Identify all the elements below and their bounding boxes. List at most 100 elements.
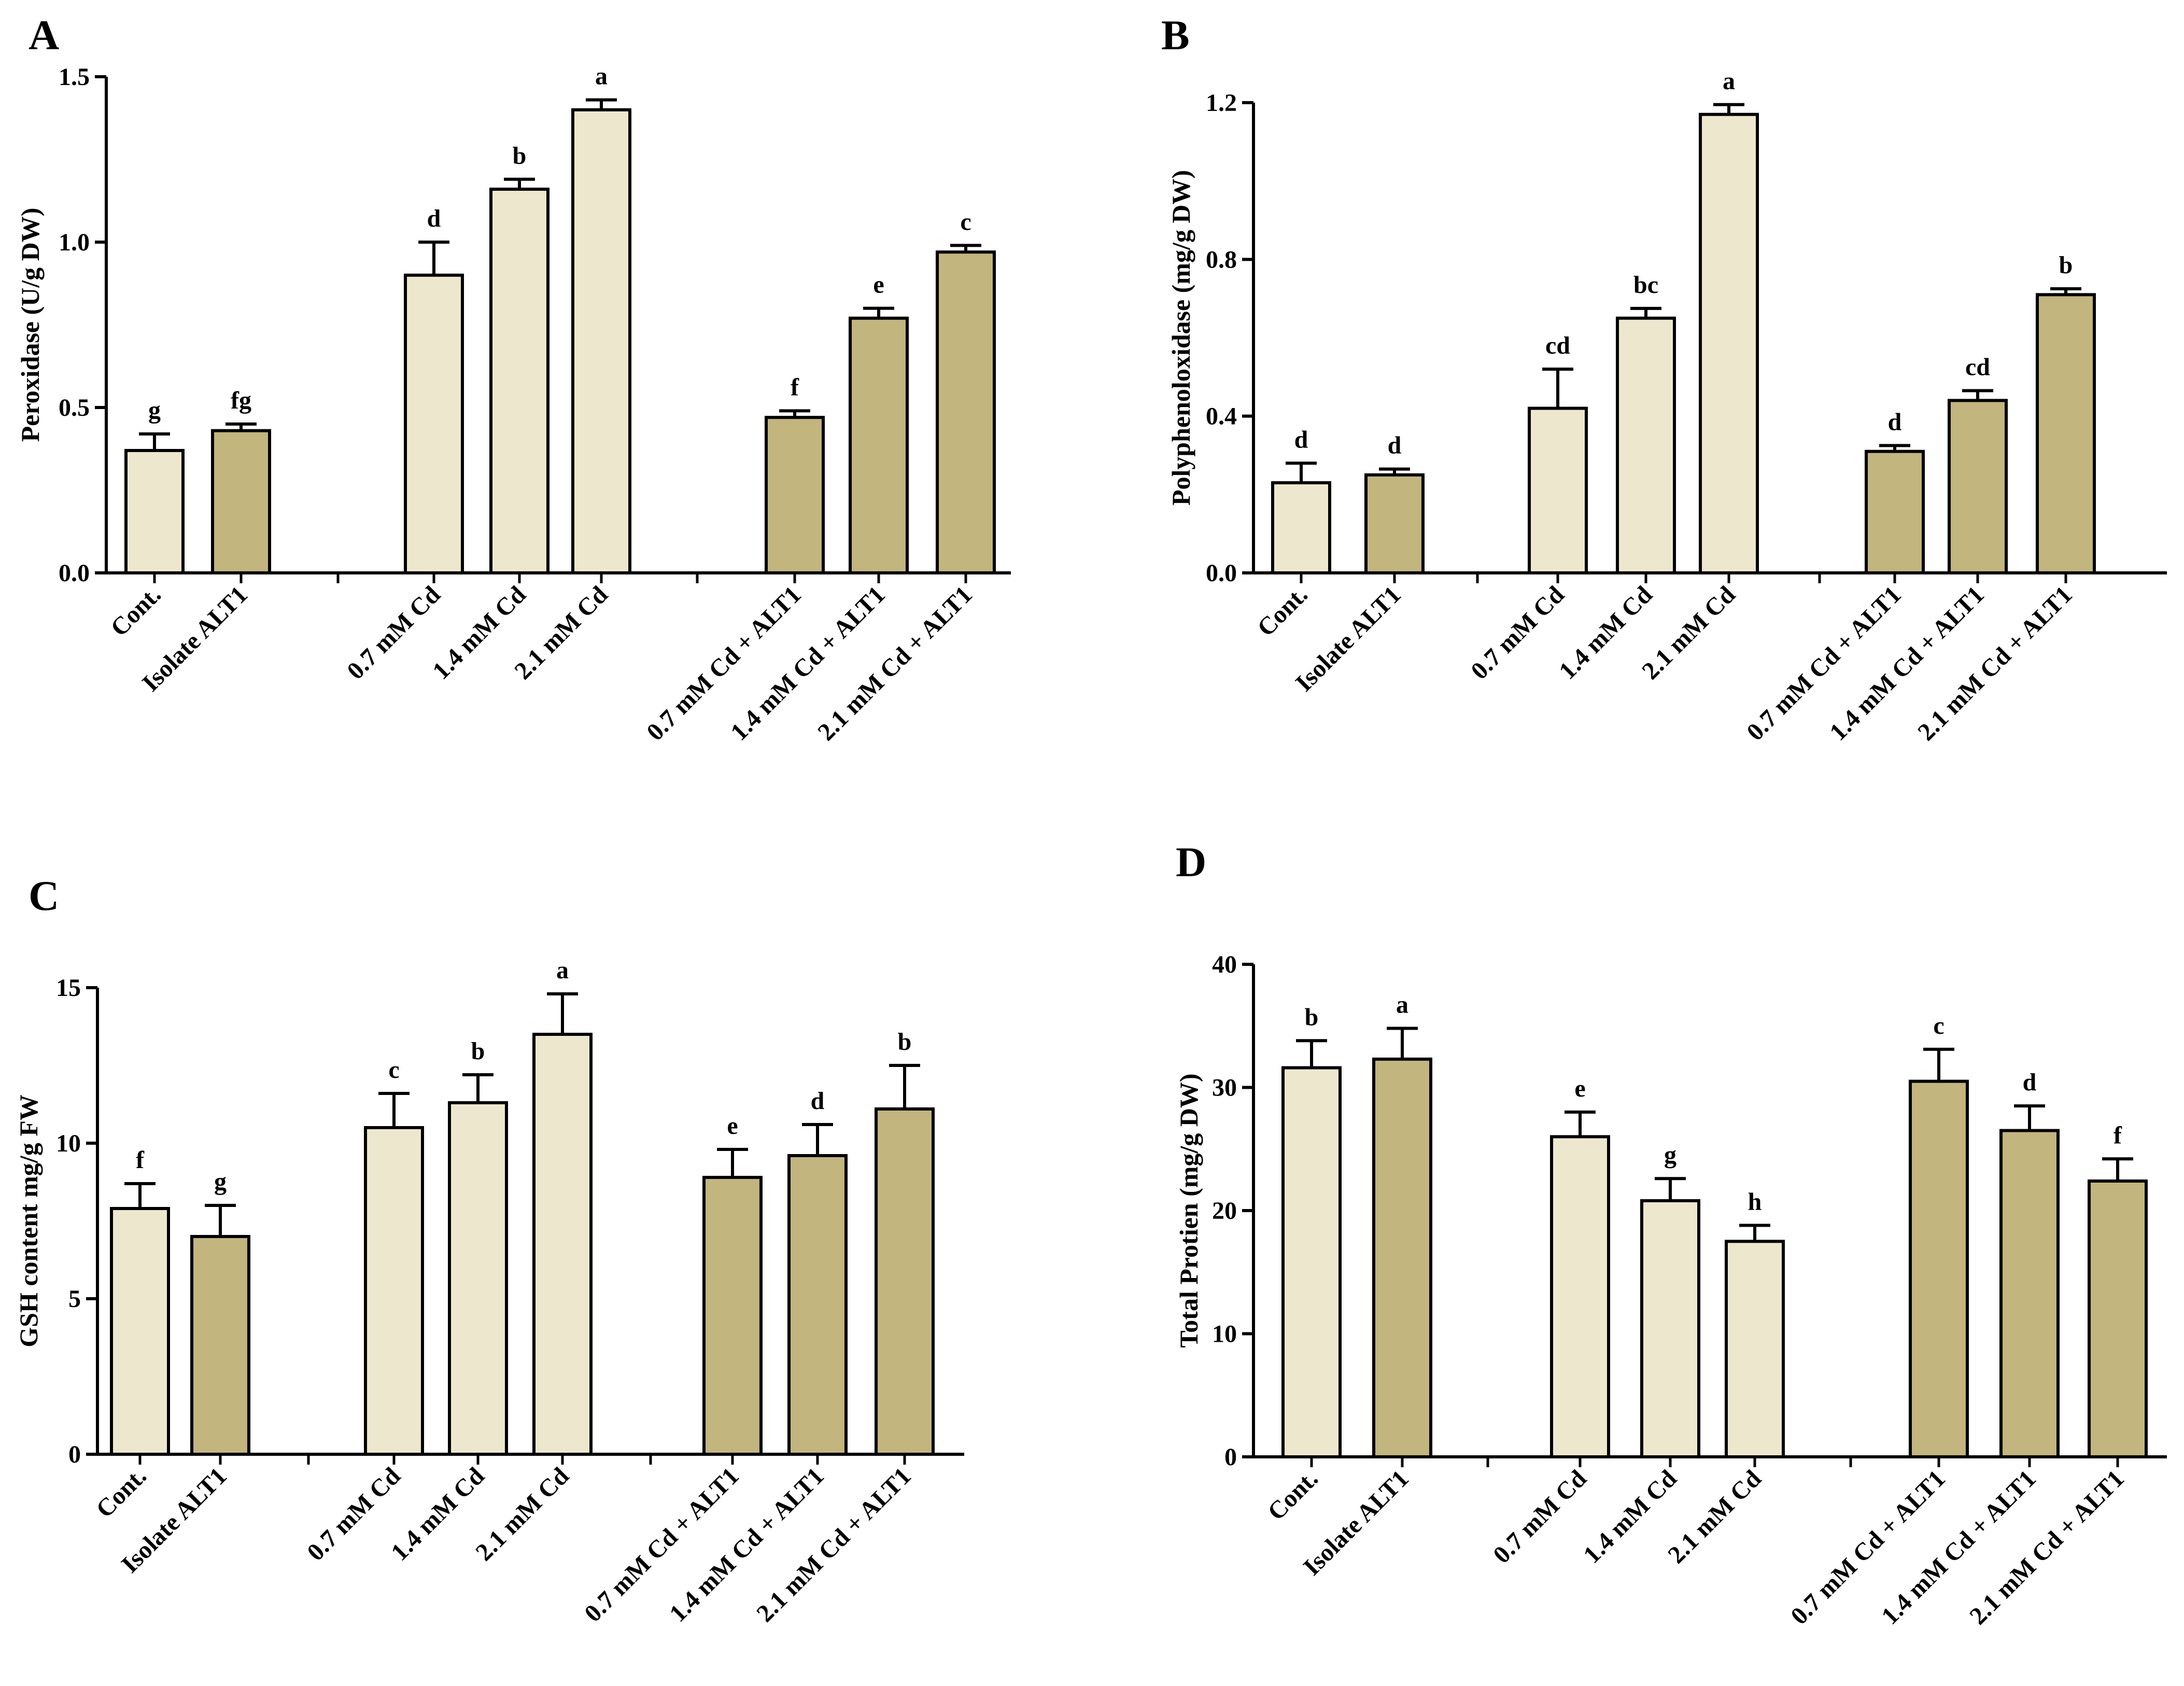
bar: [1364, 473, 1425, 575]
significance-letter: a: [556, 957, 569, 984]
bar: [448, 1101, 508, 1456]
y-tick-label: 1.0: [59, 229, 90, 256]
significance-letter: h: [1748, 1188, 1762, 1216]
significance-letter: a: [595, 63, 608, 90]
y-tick-label: 5: [68, 1285, 81, 1313]
bar: [110, 1207, 170, 1456]
bar: [1948, 399, 2008, 575]
y-tick-label: 0.8: [1206, 246, 1237, 273]
significance-letter: b: [513, 142, 527, 170]
x-tick-label: 0.7 mM Cd + ALT1: [579, 1462, 744, 1627]
chart-panel-b: B 0.0 0.4 0.8 1.2 Polyphenoloxidase (mg/g DW)…: [1161, 11, 2167, 746]
bar: [1271, 481, 1331, 574]
bar: [1725, 1240, 1785, 1458]
y-tick-label: 0.0: [1206, 559, 1237, 587]
y-tick-label: 0.4: [1206, 403, 1237, 430]
x-tick-label: Cont.: [105, 581, 166, 642]
bar: [124, 448, 185, 574]
y-tick-label: 30: [1212, 1074, 1237, 1102]
panel-label-b: B: [1161, 11, 1190, 59]
significance-letter: b: [2059, 251, 2073, 279]
y-axis-label: GSH content mg/g FW: [14, 1094, 43, 1347]
significance-letter: e: [873, 271, 884, 299]
x-tick-label: 2.1 mM Cd + ALT1: [751, 1462, 917, 1627]
bar: [875, 1107, 935, 1456]
y-tick-label: 15: [56, 974, 81, 1002]
significance-letter: cd: [1965, 354, 1990, 381]
x-tick-label: 2.1 mM Cd: [470, 1462, 574, 1566]
x-tick-label: 1.4 mM Cd + ALT1: [664, 1462, 829, 1627]
y-tick-label: 0.0: [59, 559, 90, 587]
panel-label-c: C: [29, 872, 59, 919]
bar: [1999, 1129, 2060, 1458]
x-tick-label: 0.7 mM Cd + ALT1: [641, 581, 807, 746]
significance-letter: d: [1888, 408, 1902, 435]
chart-panel-d: D 0 10 20 30 40 Total Protien (mg/g DW) b Cont. a…: [1174, 838, 2167, 1630]
bar: [787, 1154, 848, 1456]
significance-letter: e: [727, 1112, 738, 1140]
y-tick-label: 10: [1212, 1320, 1237, 1348]
bar: [2088, 1179, 2148, 1458]
significance-letter: bc: [1633, 271, 1658, 299]
x-tick-label: 0.7 mM Cd: [342, 581, 446, 685]
x-tick-label: 2.1 mM Cd + ALT1: [1912, 581, 2078, 746]
bar: [1640, 1199, 1700, 1458]
x-tick-label: Cont.: [1252, 581, 1313, 642]
significance-letter: d: [1388, 432, 1402, 459]
bar: [1550, 1135, 1610, 1458]
chart-panel-a: A 0.0 0.5 1.0 1.5 Peroxidase (U/g DW) g Cont. fg…: [16, 11, 1011, 746]
bar: [1372, 1057, 1432, 1458]
significance-letter: g: [1664, 1141, 1676, 1169]
x-tick-label: 1.4 mM Cd + ALT1: [725, 581, 891, 746]
bar: [532, 1033, 593, 1456]
y-axis-label: Total Protien (mg/g DW): [1174, 1073, 1203, 1347]
y-tick-label: 0: [1224, 1443, 1237, 1471]
bar: [364, 1126, 424, 1456]
bar: [404, 273, 464, 574]
bar: [765, 416, 825, 574]
y-axis-label: Polyphenoloxidase (mg/g DW): [1166, 170, 1195, 505]
y-tick-label: 1.2: [1206, 89, 1237, 117]
x-tick-label: 1.4 mM Cd + ALT1: [1876, 1465, 2041, 1630]
y-tick-label: 1.5: [59, 63, 90, 91]
bar: [489, 187, 549, 575]
significance-letter: g: [148, 397, 161, 424]
bar: [1281, 1066, 1342, 1458]
significance-letter: c: [388, 1056, 399, 1084]
x-tick-label: 2.1 mM Cd: [1662, 1465, 1767, 1569]
bar: [2036, 293, 2096, 574]
y-tick-label: 0: [68, 1441, 81, 1468]
bar: [1699, 113, 1759, 575]
bar: [936, 250, 996, 574]
bar: [211, 429, 271, 574]
significance-letter: a: [1723, 67, 1735, 95]
bar: [1528, 406, 1588, 574]
x-tick-label: Cont.: [1262, 1465, 1323, 1526]
y-tick-label: 0.5: [59, 394, 90, 422]
significance-letter: g: [214, 1168, 227, 1196]
significance-letter: c: [960, 208, 971, 235]
significance-letter: d: [1294, 426, 1308, 453]
bar: [1616, 316, 1676, 574]
significance-letter: f: [136, 1146, 145, 1174]
bar: [1909, 1079, 1969, 1458]
y-tick-label: 10: [56, 1130, 81, 1157]
significance-letter: f: [791, 373, 799, 401]
significance-letter: c: [1933, 1012, 1944, 1039]
bar: [1865, 449, 1925, 574]
y-tick-label: 20: [1212, 1197, 1237, 1225]
bar: [849, 316, 909, 574]
significance-letter: d: [811, 1087, 825, 1115]
x-tick-label: 0.7 mM Cd + ALT1: [1741, 581, 1907, 746]
panel-label-a: A: [29, 11, 59, 59]
significance-letter: cd: [1545, 332, 1570, 359]
significance-letter: b: [1305, 1003, 1319, 1031]
x-tick-label: Cont.: [91, 1462, 152, 1523]
y-tick-label: 40: [1212, 951, 1237, 978]
bar: [702, 1176, 763, 1456]
significance-letter: d: [427, 205, 441, 232]
significance-letter: f: [2113, 1121, 2122, 1149]
significance-letter: e: [1574, 1075, 1585, 1102]
